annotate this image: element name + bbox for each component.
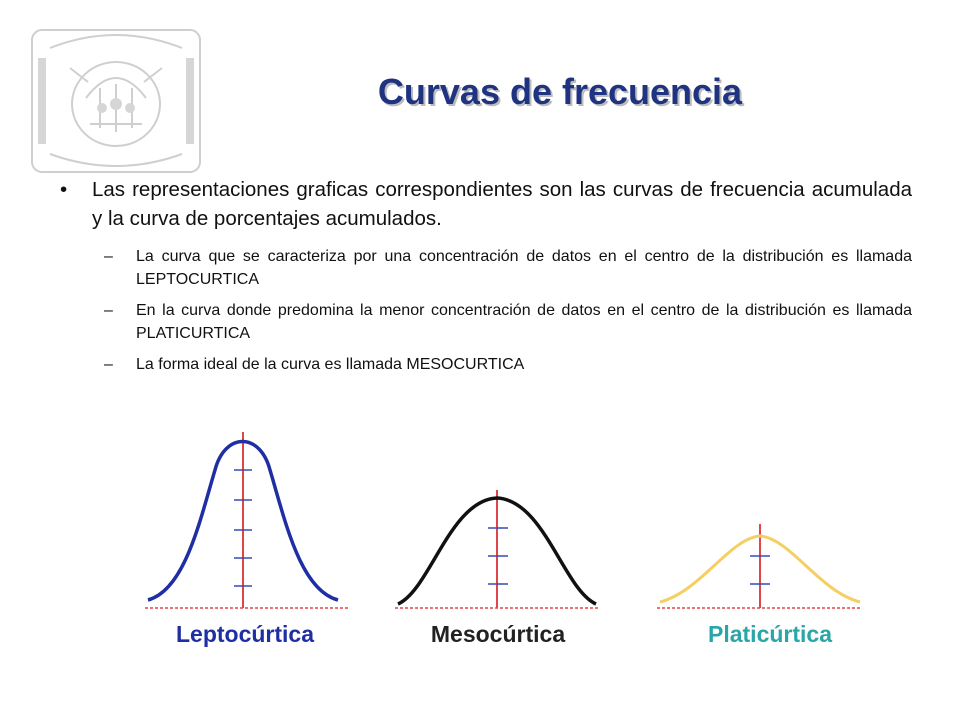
sub-bullet-leptocurtica: – La curva que se caracteriza por una co… [60,245,912,291]
sub-bullet-marker: – [104,302,113,319]
mesocurtica-curve [397,496,597,606]
platicurtica-curve [659,534,861,604]
mesocurtica-curve-group: Mesocúrtica [395,490,600,647]
sub-bullet-text: La forma ideal de la curva es llamada ME… [136,356,525,373]
university-emblem-logo [31,29,201,173]
sub-bullet-text: La curva que se caracteriza por una conc… [136,248,912,288]
sub-bullet-platicurtica: – En la curva donde predomina la menor c… [60,299,912,345]
slide-content: • Las representaciones graficas correspo… [60,175,912,376]
kurtosis-curves-figure: Leptocúrtica Mesocúrtica Platicúrtica [145,432,862,647]
mesocurtica-label: Mesocúrtica [431,621,565,647]
platicurtica-label: Platicúrtica [708,621,832,647]
slide-title: Curvas de frecuencia [377,71,743,112]
leptocurtica-curve [147,439,339,602]
leptocurtica-label: Leptocúrtica [176,621,314,647]
leptocurtica-curve-group: Leptocúrtica [145,432,350,647]
sub-bullet-mesocurtica: – La forma ideal de la curva es llamada … [60,353,912,376]
sub-bullet-marker: – [104,248,113,265]
main-bullet: • Las representaciones graficas correspo… [60,175,912,233]
sub-bullet-marker: – [104,356,113,373]
sub-bullet-text: En la curva donde predomina la menor con… [136,302,912,342]
platicurtica-curve-group: Platicúrtica [657,524,862,647]
bullet-text: Las representaciones graficas correspond… [92,178,912,230]
bullet-marker: • [60,178,68,201]
